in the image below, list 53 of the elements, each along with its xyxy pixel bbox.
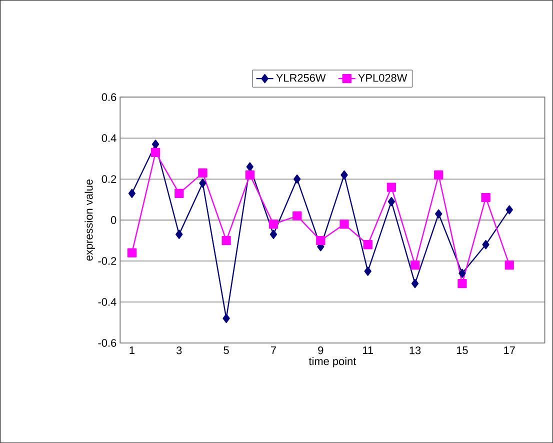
point (435, 209, 442, 218)
x-tick-label: 9 (318, 346, 324, 354)
point (246, 162, 254, 172)
point (222, 314, 230, 323)
y-tick-label: 0.6 (102, 93, 116, 101)
point (128, 188, 136, 198)
point (268, 220, 278, 229)
point (245, 170, 254, 180)
x-axis-title: time point (308, 357, 356, 368)
point (506, 205, 513, 214)
point (293, 174, 301, 184)
point (481, 192, 490, 202)
point (386, 182, 396, 192)
point (127, 248, 137, 258)
y-tick-label: 0 (110, 216, 116, 224)
point (364, 266, 372, 276)
point (292, 211, 302, 220)
point (340, 170, 348, 180)
x-tick-label: 11 (362, 346, 373, 354)
point (176, 230, 183, 239)
point (434, 170, 444, 180)
y-tick-label: -0.4 (98, 298, 116, 306)
x-tick-label: 13 (410, 346, 421, 354)
point (388, 196, 396, 206)
x-tick-label: 7 (270, 346, 276, 354)
legend-label: YLR256W (276, 74, 326, 82)
legend-label: YPL028W (358, 74, 408, 82)
point (340, 220, 349, 229)
x-tick-label: 5 (224, 346, 229, 354)
y-tick-label: 0.4 (102, 134, 116, 142)
x-tick-label: 17 (504, 346, 515, 354)
y-tick-label: -0.2 (98, 257, 116, 265)
x-tick-label: 15 (456, 346, 468, 354)
x-tick-label: 1 (130, 346, 134, 354)
point (504, 260, 514, 270)
point (199, 178, 206, 188)
point (198, 168, 208, 178)
y-axis-title: expression value (84, 179, 95, 261)
point (410, 260, 420, 270)
point (363, 240, 372, 250)
point (458, 278, 467, 288)
x-tick-label: 3 (176, 346, 182, 354)
point (458, 268, 466, 278)
y-tick-label: 0.2 (102, 175, 116, 183)
point (174, 188, 184, 198)
point (316, 236, 326, 246)
point (411, 278, 419, 288)
point (482, 240, 490, 250)
point (152, 140, 160, 149)
point (270, 230, 278, 239)
point (222, 236, 231, 246)
point (150, 148, 160, 157)
y-tick-label: -0.6 (98, 339, 116, 347)
